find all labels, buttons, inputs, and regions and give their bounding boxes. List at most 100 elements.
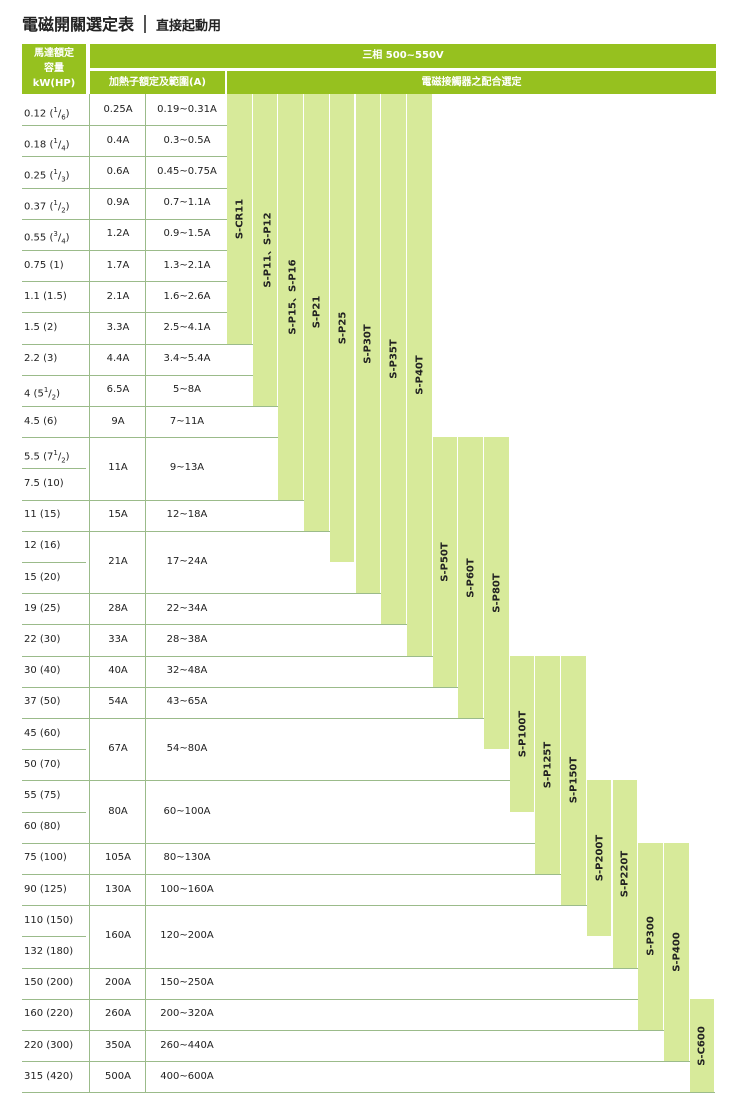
- heater-range-cell: 32~48A: [166, 665, 208, 677]
- title-divider: [144, 15, 147, 33]
- row-rule: [22, 998, 639, 1000]
- heater-rating-cell: 2.1A: [106, 290, 130, 302]
- heater-rating-cell: 28A: [108, 602, 128, 614]
- heater-rating-cell: 1.7A: [106, 259, 130, 271]
- motor-capacity-cell: 7.5 (10): [24, 478, 64, 489]
- header-motor-line2: 容量: [44, 63, 64, 74]
- header-motor-capacity: 馬達額定 容量 kW(HP): [22, 44, 86, 94]
- contactor-label: S-P30T: [362, 323, 374, 364]
- contactor-label: S-P220T: [619, 850, 631, 898]
- heater-range-cell: 100~160A: [160, 883, 214, 895]
- contactor-bar: [355, 94, 382, 594]
- heater-rating-cell: 3.3A: [106, 322, 130, 333]
- header-heater: 加熱子額定及範圍(A): [90, 71, 225, 94]
- heater-range-cell: 43~65A: [166, 696, 208, 708]
- heater-rating-cell: 0.6A: [106, 166, 130, 177]
- contactor-label: S-P300: [645, 916, 657, 957]
- heater-range-cell: 0.7~1.1A: [163, 197, 211, 209]
- row-rule: [22, 187, 227, 189]
- contactor-bar: [458, 437, 484, 718]
- contactor-label: S-P80T: [491, 573, 503, 613]
- contactor-label: S-P125T: [542, 741, 554, 788]
- heater-rating-cell: 0.9A: [106, 197, 130, 209]
- heater-rating-cell: 105A: [105, 852, 131, 864]
- row-rule: [22, 218, 227, 220]
- heater-rating-cell: 11A: [108, 462, 128, 474]
- row-rule: [22, 749, 86, 751]
- header-contactor: 電磁接觸器之配合選定: [227, 71, 716, 94]
- motor-capacity-cell: 37 (50): [24, 696, 61, 708]
- row-rule: [22, 406, 279, 407]
- heater-range-cell: 22~34A: [166, 602, 208, 614]
- header-phase: 三相 500~550V: [90, 44, 716, 68]
- heater-rating-cell: 350A: [105, 1039, 131, 1051]
- heater-rating-cell: 9A: [111, 415, 125, 427]
- row-rule: [22, 156, 227, 158]
- contactor-bar: [612, 780, 639, 968]
- motor-capacity-cell: 5.5 (71/2): [24, 448, 70, 465]
- heater-range-cell: 9~13A: [169, 462, 205, 474]
- heater-range-cell: 60~100A: [163, 805, 211, 817]
- motor-capacity-cell: 0.55 (3/4): [24, 230, 70, 246]
- contactor-bar: [329, 94, 356, 562]
- contactor-label: S-P50T: [439, 542, 451, 582]
- heater-rating-cell: 0.25A: [103, 103, 133, 115]
- contactor-bar: [561, 655, 587, 906]
- heater-rating-cell: 15A: [108, 509, 128, 521]
- heater-rating-cell: 260A: [105, 1008, 131, 1020]
- heater-range-cell: 1.3~2.1A: [163, 259, 211, 271]
- row-rule: [22, 655, 433, 657]
- contactor-label: S-P400: [671, 932, 683, 972]
- motor-capacity-cell: 220 (300): [24, 1039, 74, 1051]
- contactor-bar: [381, 94, 407, 625]
- motor-capacity-cell: 4.5 (6): [24, 415, 58, 427]
- row-rule: [22, 1092, 716, 1094]
- heater-rating-cell: 6.5A: [106, 384, 130, 396]
- motor-capacity-cell: 1.5 (2): [24, 322, 58, 333]
- heater-rating-cell: 0.4A: [106, 134, 130, 146]
- heater-range-cell: 150~250A: [160, 977, 214, 989]
- heater-rating-cell: 67A: [108, 743, 128, 755]
- heater-range-cell: 400~600A: [160, 1070, 214, 1082]
- row-rule: [22, 374, 253, 376]
- contactor-label: S-CR11: [234, 198, 246, 239]
- motor-capacity-cell: 15 (20): [24, 571, 61, 583]
- header-motor-line1: 馬達額定: [34, 48, 74, 59]
- motor-capacity-cell: 150 (200): [24, 977, 74, 989]
- contactor-label: S-P150T: [568, 757, 580, 804]
- heater-range-cell: 12~18A: [166, 509, 208, 521]
- contactor-label: S-P100T: [517, 710, 529, 757]
- row-rule: [22, 593, 382, 595]
- contactor-label: S-P40T: [414, 355, 426, 395]
- row-rule: [22, 468, 86, 470]
- contactor-bar: [689, 998, 716, 1093]
- heater-rating-cell: 21A: [108, 556, 128, 567]
- row-rule: [22, 842, 536, 844]
- row-rule: [22, 811, 86, 813]
- row-rule: [22, 718, 484, 719]
- heater-range-cell: 7~11A: [169, 415, 205, 427]
- row-rule: [22, 125, 227, 127]
- motor-capacity-cell: 0.37 (1/2): [24, 199, 70, 215]
- contactor-label: S-P21: [311, 296, 323, 329]
- heater-rating-cell: 1.2A: [106, 228, 130, 240]
- contactor-bar: [278, 94, 305, 500]
- heater-range-cell: 2.5~4.1A: [163, 322, 211, 333]
- page-title: 電磁開關選定表 直接起動用: [22, 11, 221, 35]
- contactor-label: S-P15、S-P16: [287, 259, 299, 335]
- heater-range-cell: 3.4~5.4A: [163, 353, 211, 365]
- contactor-bar: [227, 94, 253, 344]
- contactor-bar: [638, 842, 664, 1030]
- motor-capacity-cell: 0.12 (1/6): [24, 105, 70, 121]
- motor-capacity-cell: 22 (30): [24, 634, 61, 645]
- heater-range-cell: 0.19~0.31A: [157, 103, 217, 115]
- motor-capacity-cell: 0.75 (1): [24, 259, 64, 271]
- motor-capacity-cell: 1.1 (1.5): [24, 290, 67, 302]
- row-rule: [22, 1030, 664, 1031]
- contactor-bar: [432, 437, 459, 687]
- heater-rating-cell: 40A: [108, 665, 128, 677]
- motor-capacity-cell: 160 (220): [24, 1008, 74, 1020]
- contactor-bar: [406, 94, 433, 656]
- heater-rating-cell: 4.4A: [106, 353, 130, 365]
- contactor-bar: [484, 437, 510, 750]
